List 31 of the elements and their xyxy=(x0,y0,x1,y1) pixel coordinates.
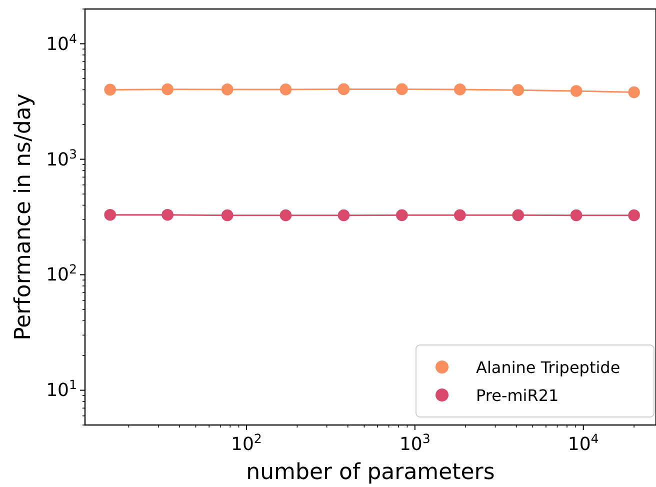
point xyxy=(628,209,640,222)
legend-label: Alanine Tripeptide xyxy=(476,358,620,377)
point xyxy=(396,209,408,222)
point xyxy=(280,84,292,96)
point xyxy=(280,209,292,222)
point xyxy=(162,83,174,96)
point xyxy=(512,84,524,96)
point xyxy=(104,208,116,221)
point xyxy=(221,84,234,96)
point xyxy=(570,85,582,97)
point xyxy=(162,208,174,221)
point xyxy=(221,209,234,222)
x-tick-label: 10$^{4}$ xyxy=(568,430,599,455)
y-tick-label: 10$^{3}$ xyxy=(46,146,77,170)
point xyxy=(454,209,466,222)
y-tick-label: 10$^{4}$ xyxy=(46,30,77,55)
point xyxy=(570,209,582,222)
y-axis-title: Performance in ns/day xyxy=(11,94,36,340)
point xyxy=(454,84,466,96)
x-tick-label: 10$^{3}$ xyxy=(399,430,430,455)
point xyxy=(512,209,524,222)
point xyxy=(338,83,350,96)
x-axis-title: number of parameters xyxy=(246,460,495,485)
point xyxy=(628,86,640,98)
point xyxy=(104,84,116,96)
legend-label: Pre-miR21 xyxy=(476,386,559,405)
point xyxy=(338,209,350,222)
y-tick-label: 10$^{1}$ xyxy=(46,376,77,402)
point xyxy=(396,83,408,96)
x-tick-label: 10$^{2}$ xyxy=(231,430,262,455)
y-tick-label: 10$^{2}$ xyxy=(46,261,77,286)
